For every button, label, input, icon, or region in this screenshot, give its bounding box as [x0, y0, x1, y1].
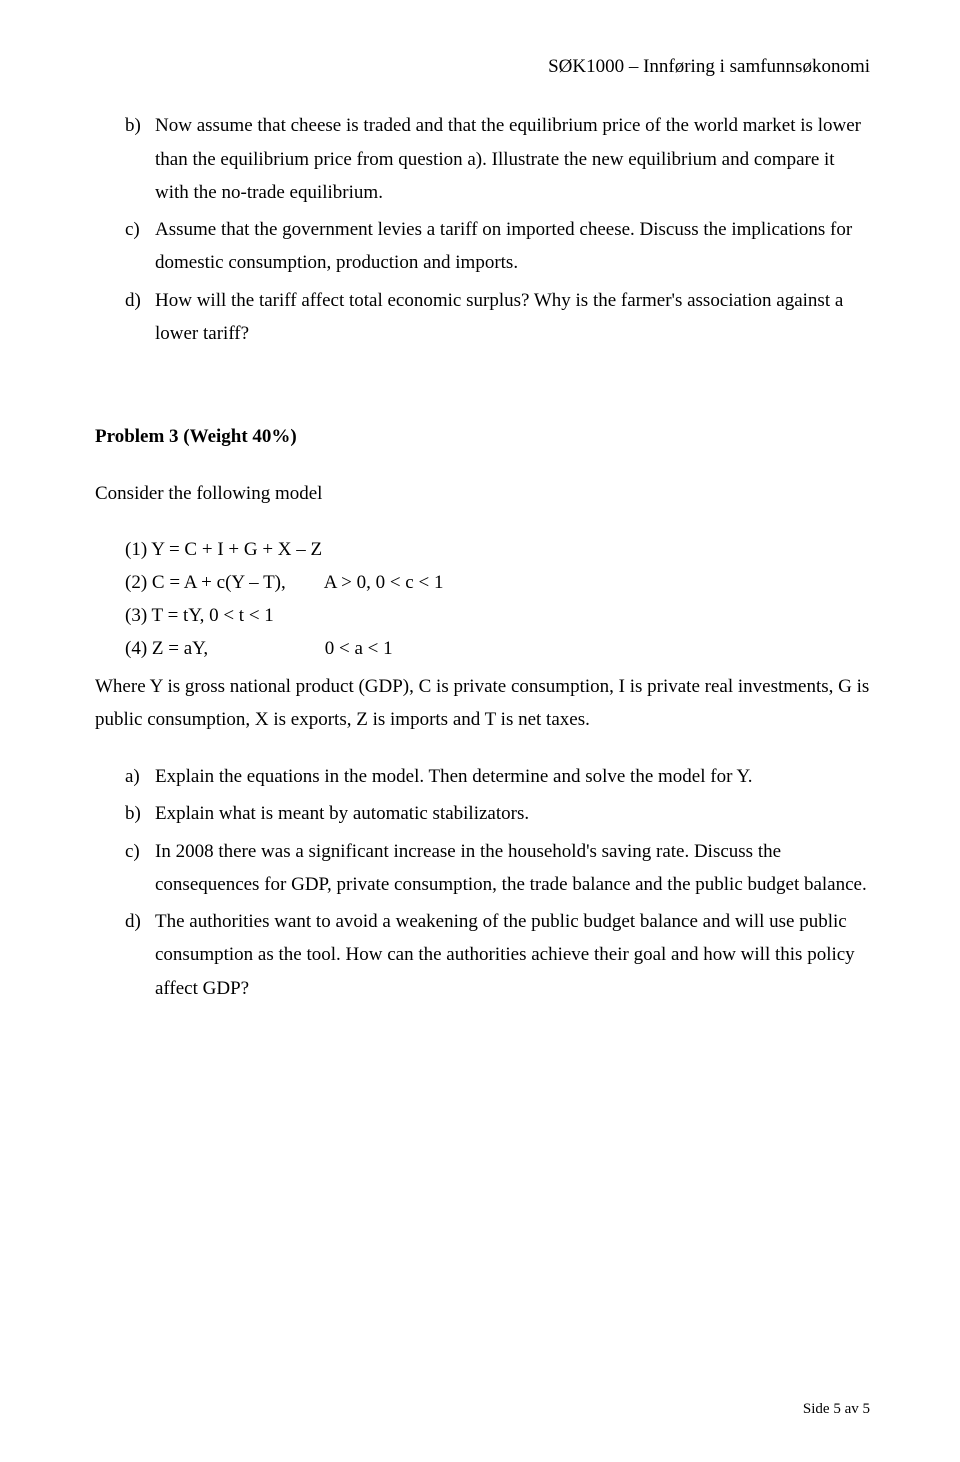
- equation-2: (2) C = A + c(Y – T), A > 0, 0 < c < 1: [125, 566, 870, 599]
- item-text: How will the tariff affect total economi…: [155, 284, 870, 351]
- item-c: c) In 2008 there was a significant incre…: [125, 835, 870, 902]
- equation-3: (3) T = tY, 0 < t < 1: [125, 599, 870, 632]
- item-text: Now assume that cheese is traded and tha…: [155, 109, 870, 209]
- item-text: In 2008 there was a significant increase…: [155, 835, 870, 902]
- eq-lhs: (2) C = A + c(Y – T),: [125, 566, 320, 599]
- marker: d): [125, 284, 155, 351]
- question-list-2: a) Explain the equations in the model. T…: [95, 760, 870, 1005]
- marker: a): [125, 760, 155, 793]
- item-text: Explain the equations in the model. Then…: [155, 760, 870, 793]
- item-c: c) Assume that the government levies a t…: [125, 213, 870, 280]
- marker: d): [125, 905, 155, 1005]
- item-text: The authorities want to avoid a weakenin…: [155, 905, 870, 1005]
- eq-lhs: (3) T = tY, 0 < t < 1: [125, 599, 320, 632]
- item-text: Explain what is meant by automatic stabi…: [155, 797, 870, 830]
- problem-title: Problem 3 (Weight 40%): [95, 420, 870, 453]
- course-header: SØK1000 – Innføring i samfunnsøkonomi: [95, 50, 870, 83]
- equation-1: (1) Y = C + I + G + X – Z: [125, 533, 870, 566]
- question-list-1: b) Now assume that cheese is traded and …: [95, 109, 870, 350]
- eq-lhs: (4) Z = aY,: [125, 632, 320, 665]
- model-intro: Consider the following model: [95, 477, 870, 510]
- where-paragraph: Where Y is gross national product (GDP),…: [95, 670, 870, 737]
- item-b: b) Explain what is meant by automatic st…: [125, 797, 870, 830]
- eq-rhs: A > 0, 0 < c < 1: [324, 572, 444, 593]
- item-a: a) Explain the equations in the model. T…: [125, 760, 870, 793]
- marker: b): [125, 109, 155, 209]
- item-b: b) Now assume that cheese is traded and …: [125, 109, 870, 209]
- equation-4: (4) Z = aY, 0 < a < 1: [125, 632, 870, 665]
- item-d: d) The authorities want to avoid a weake…: [125, 905, 870, 1005]
- equations-block: (1) Y = C + I + G + X – Z (2) C = A + c(…: [95, 533, 870, 666]
- item-d: d) How will the tariff affect total econ…: [125, 284, 870, 351]
- page-footer: Side 5 av 5: [803, 1396, 870, 1422]
- marker: c): [125, 835, 155, 902]
- eq-rhs: 0 < a < 1: [325, 638, 393, 659]
- eq-lhs: (1) Y = C + I + G + X – Z: [125, 533, 322, 566]
- marker: c): [125, 213, 155, 280]
- marker: b): [125, 797, 155, 830]
- item-text: Assume that the government levies a tari…: [155, 213, 870, 280]
